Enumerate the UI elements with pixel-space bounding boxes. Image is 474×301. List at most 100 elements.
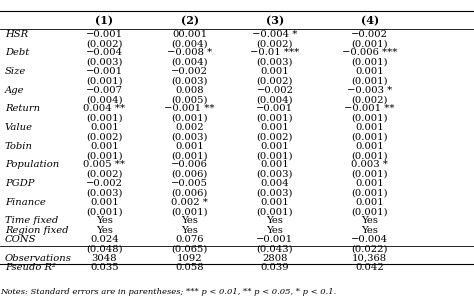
Text: −0.006: −0.006 [171,160,208,169]
Text: 0.042: 0.042 [356,263,384,272]
Text: (0.002): (0.002) [256,76,293,85]
Text: −0.001: −0.001 [256,235,293,244]
Text: (0.002): (0.002) [86,132,123,141]
Text: (0.001): (0.001) [351,58,388,67]
Text: Yes: Yes [361,216,378,225]
Text: −0.003 *: −0.003 * [347,86,392,95]
Text: Time fixed: Time fixed [5,216,58,225]
Text: 0.024: 0.024 [90,235,118,244]
Text: (0.001): (0.001) [171,207,208,216]
Text: 0.001: 0.001 [356,123,384,132]
Text: Size: Size [5,67,26,76]
Text: (0.004): (0.004) [171,39,208,48]
Text: (0.006): (0.006) [172,170,208,179]
Text: (0.001): (0.001) [351,170,388,179]
Text: 0.001: 0.001 [90,142,118,151]
Text: (0.004): (0.004) [171,58,208,67]
Text: (4): (4) [361,15,379,26]
Text: 0.001: 0.001 [356,67,384,76]
Text: Yes: Yes [96,216,113,225]
Text: (3): (3) [266,15,284,26]
Text: Observations: Observations [5,254,72,263]
Text: (0.002): (0.002) [86,170,123,179]
Text: (0.001): (0.001) [256,207,293,216]
Text: −0.008 *: −0.008 * [167,48,212,57]
Text: Return: Return [5,104,40,113]
Text: 0.001: 0.001 [90,123,118,132]
Text: (0.004): (0.004) [86,95,123,104]
Text: 0.002 *: 0.002 * [171,198,208,207]
Text: Yes: Yes [361,226,378,235]
Text: (0.001): (0.001) [86,151,123,160]
Text: −0.004 *: −0.004 * [252,30,298,39]
Text: −0.002: −0.002 [171,67,208,76]
Text: Region fixed: Region fixed [5,226,68,235]
Text: Age: Age [5,86,24,95]
Text: (0.002): (0.002) [256,39,293,48]
Text: Yes: Yes [181,226,198,235]
Text: −0.01 ***: −0.01 *** [250,48,300,57]
Text: Yes: Yes [266,216,283,225]
Text: −0.002: −0.002 [256,86,293,95]
Text: −0.001: −0.001 [86,67,123,76]
Text: Finance: Finance [5,198,46,207]
Text: Value: Value [5,123,33,132]
Text: CONS: CONS [5,235,36,244]
Text: 0.001: 0.001 [261,198,289,207]
Text: 0.001: 0.001 [356,198,384,207]
Text: (0.001): (0.001) [171,151,208,160]
Text: −0.001: −0.001 [86,30,123,39]
Text: (0.001): (0.001) [351,39,388,48]
Text: (0.001): (0.001) [86,207,123,216]
Text: (0.002): (0.002) [86,39,123,48]
Text: (0.003): (0.003) [171,132,208,141]
Text: −0.002: −0.002 [86,179,123,188]
Text: (0.001): (0.001) [171,114,208,123]
Text: Notes: Standard errors are in parentheses; *** p < 0.01, ** p < 0.05, * p < 0.1.: Notes: Standard errors are in parenthese… [0,288,336,296]
Text: (0.002): (0.002) [256,132,293,141]
Text: HSR: HSR [5,30,28,39]
Text: 0.005 **: 0.005 ** [83,160,125,169]
Text: 0.039: 0.039 [261,263,289,272]
Text: Yes: Yes [96,226,113,235]
Text: 0.001: 0.001 [356,142,384,151]
Text: Yes: Yes [181,216,198,225]
Text: (0.001): (0.001) [351,151,388,160]
Text: −0.004: −0.004 [86,48,123,57]
Text: −0.006 ***: −0.006 *** [342,48,397,57]
Text: Population: Population [5,160,59,169]
Text: Tobin: Tobin [5,142,33,151]
Text: (0.001): (0.001) [256,114,293,123]
Text: (0.003): (0.003) [256,188,293,197]
Text: −0.001 **: −0.001 ** [164,104,215,113]
Text: 0.001: 0.001 [261,67,289,76]
Text: (0.022): (0.022) [351,244,388,253]
Text: 0.004: 0.004 [261,179,289,188]
Text: 0.076: 0.076 [175,235,204,244]
Text: −0.005: −0.005 [171,179,208,188]
Text: (0.006): (0.006) [172,188,208,197]
Text: (0.002): (0.002) [351,95,388,104]
Text: 0.008: 0.008 [175,86,204,95]
Text: 0.002: 0.002 [175,123,204,132]
Text: (1): (1) [95,15,113,26]
Text: −0.001: −0.001 [256,104,293,113]
Text: (2): (2) [181,15,199,26]
Text: −0.001 **: −0.001 ** [345,104,395,113]
Text: 3048: 3048 [91,254,117,263]
Text: 0.058: 0.058 [175,263,204,272]
Text: 0.001: 0.001 [261,123,289,132]
Text: (0.003): (0.003) [256,170,293,179]
Text: (0.005): (0.005) [171,95,208,104]
Text: 0.001: 0.001 [90,198,118,207]
Text: −0.007: −0.007 [86,86,123,95]
Text: (0.003): (0.003) [171,76,208,85]
Text: (0.001): (0.001) [86,114,123,123]
Text: Debt: Debt [5,48,29,57]
Text: (0.043): (0.043) [256,244,293,253]
Text: (0.004): (0.004) [256,95,293,104]
Text: PGDP: PGDP [5,179,34,188]
Text: (0.048): (0.048) [86,244,123,253]
Text: 0.001: 0.001 [261,160,289,169]
Text: 0.001: 0.001 [261,142,289,151]
